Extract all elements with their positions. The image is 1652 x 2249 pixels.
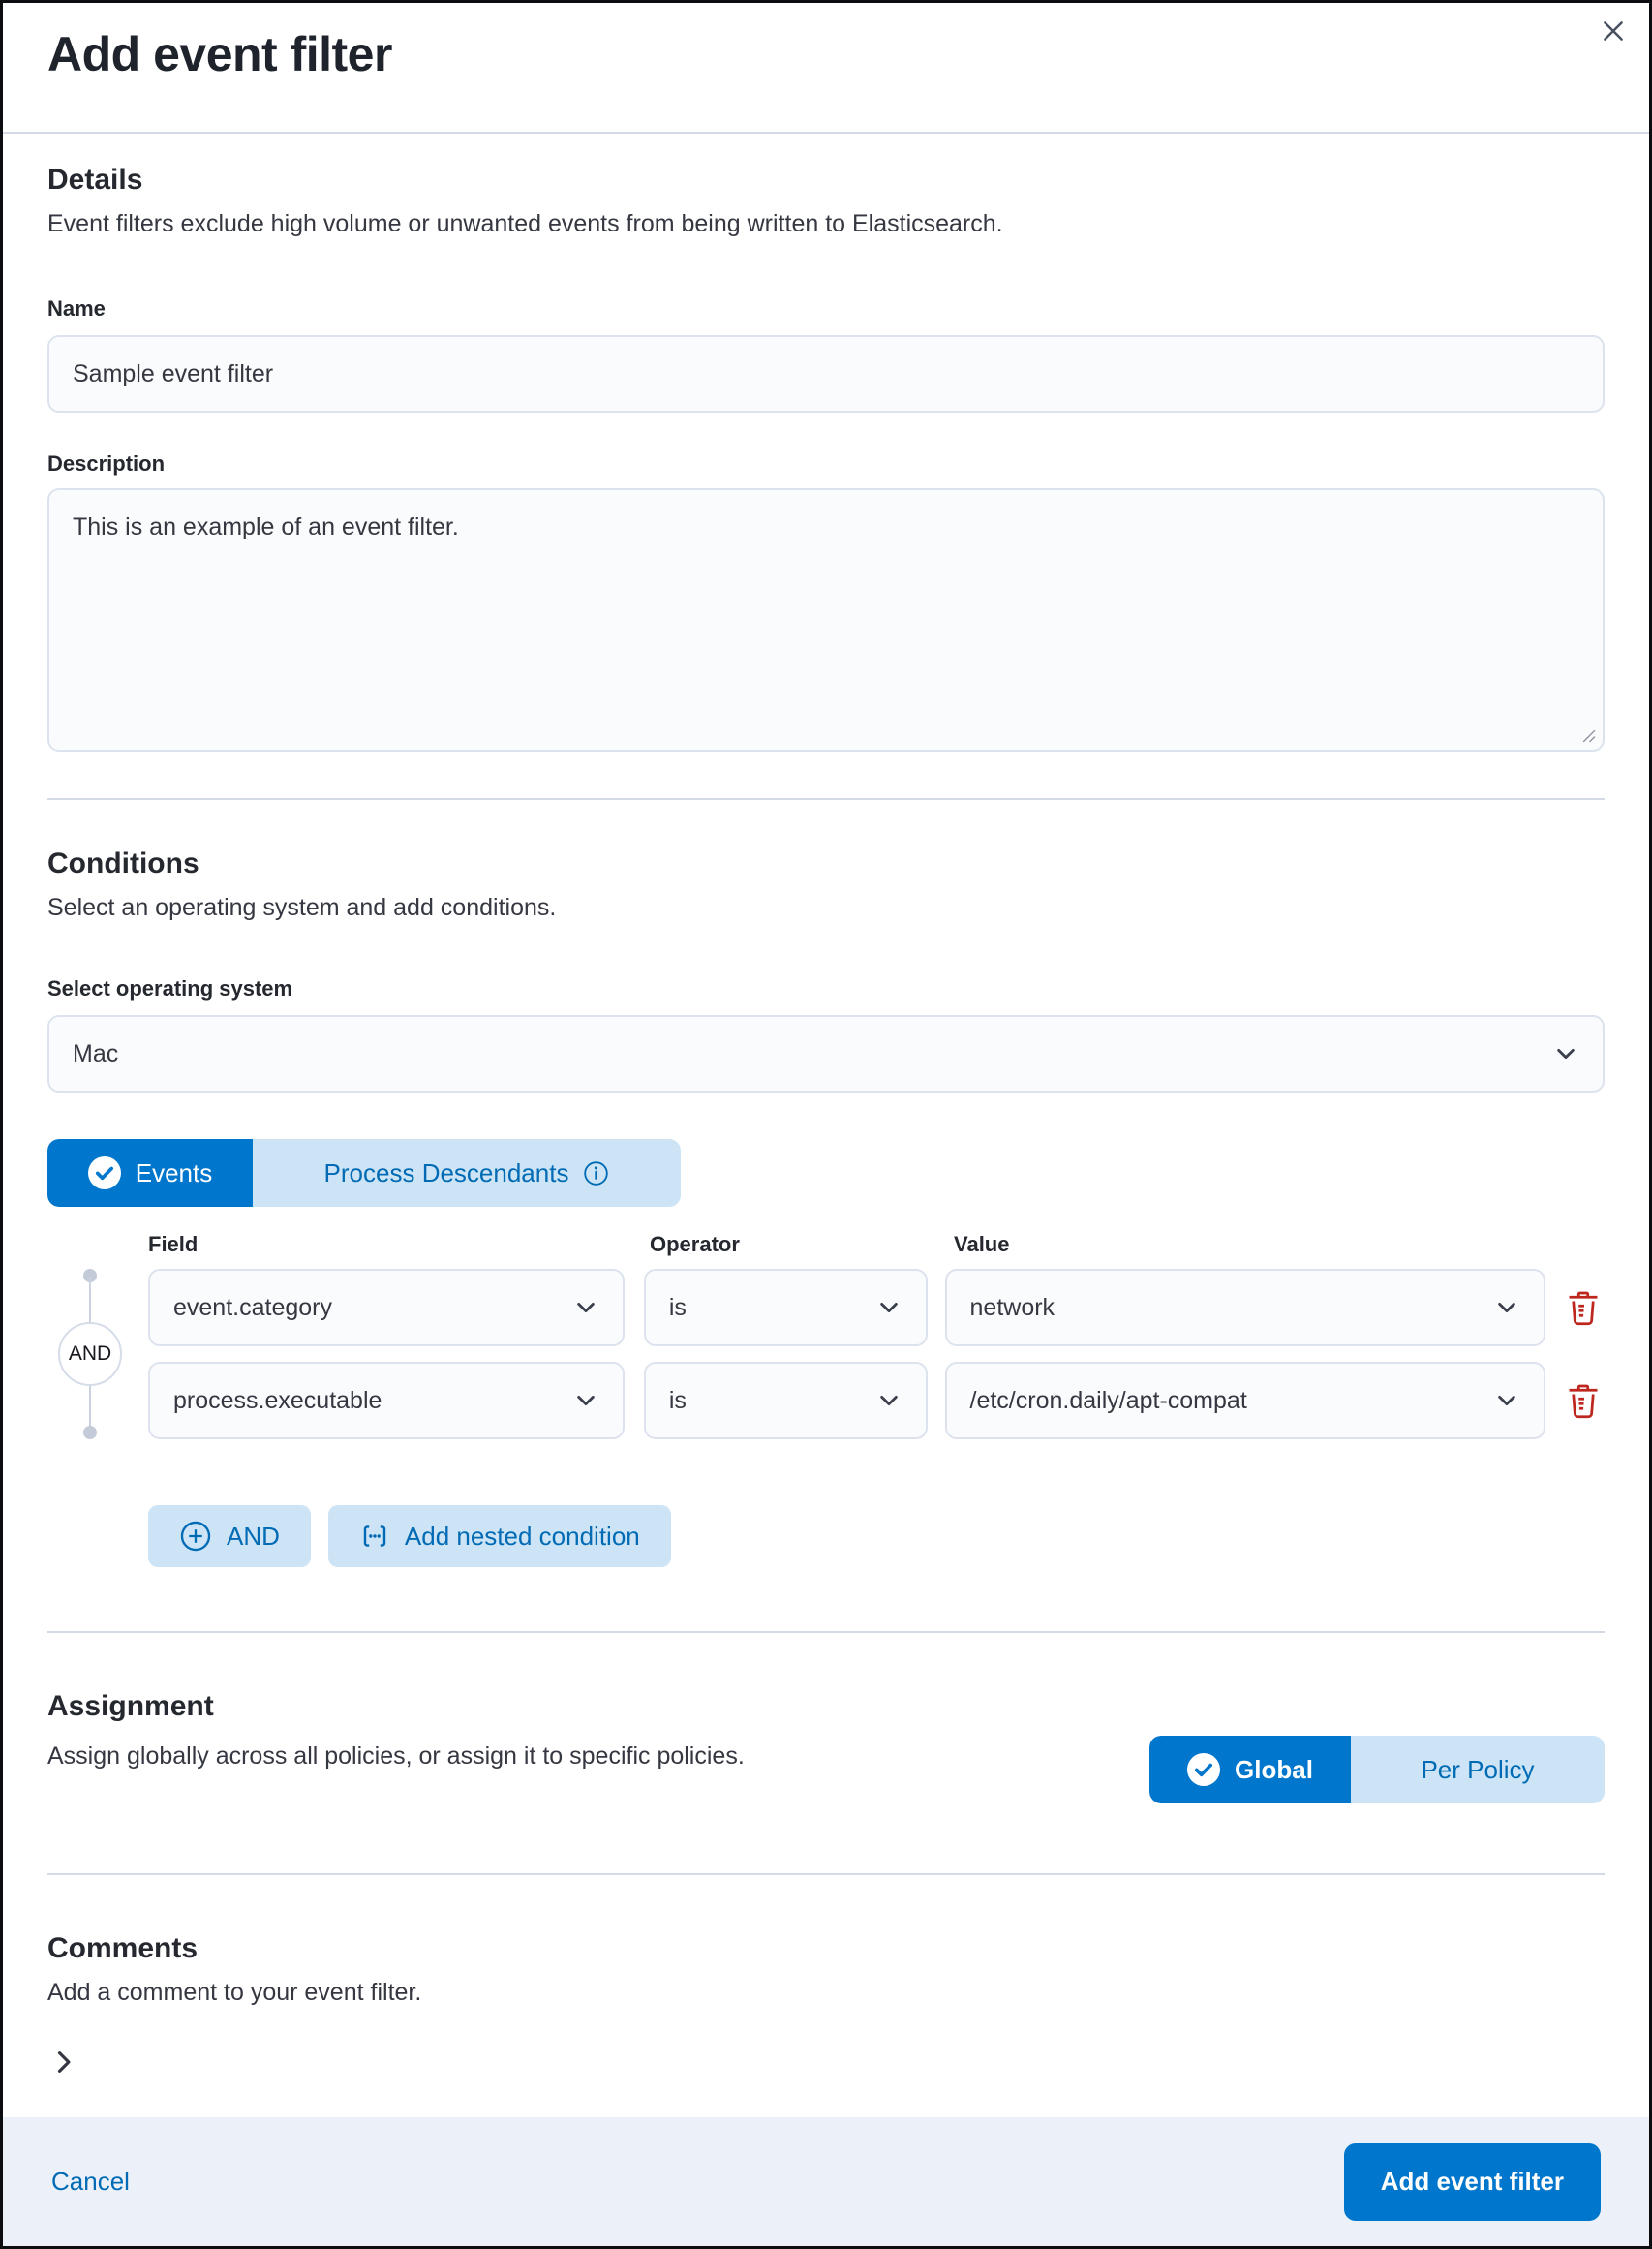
- comments-heading: Comments: [47, 1932, 199, 1964]
- description-label: Description: [47, 451, 166, 476]
- condition-row: process.executable is /etc/cron.daily/ap…: [148, 1362, 1605, 1439]
- value-select-value: network: [969, 1293, 1055, 1321]
- field-select[interactable]: event.category: [148, 1269, 625, 1346]
- chevron-down-icon: [577, 1395, 595, 1406]
- page-title: Add event filter: [47, 27, 392, 81]
- cancel-button[interactable]: Cancel: [51, 2167, 130, 2196]
- assignment-toggle: Global Per Policy: [1149, 1736, 1605, 1803]
- and-button[interactable]: AND: [148, 1505, 311, 1567]
- os-select-label: Select operating system: [47, 976, 293, 1001]
- value-select[interactable]: network: [944, 1269, 1545, 1346]
- value-column-label: Value: [954, 1232, 1010, 1256]
- assignment-heading: Assignment: [47, 1690, 214, 1722]
- name-label: Name: [47, 296, 106, 321]
- comments-subtitle: Add a comment to your event filter.: [47, 1979, 422, 2006]
- close-icon: [1604, 21, 1623, 41]
- condition-buttons: AND Add nested condition: [148, 1505, 1605, 1567]
- trash-icon: [1569, 1384, 1598, 1419]
- operator-column-label: Operator: [650, 1232, 740, 1256]
- delete-condition-button[interactable]: [1563, 1284, 1605, 1331]
- condition-type-tabs: Events Process Descendants: [47, 1139, 681, 1207]
- chevron-down-icon: [1497, 1395, 1515, 1406]
- and-button-label: AND: [227, 1521, 280, 1551]
- chevron-down-icon: [1557, 1048, 1575, 1060]
- toggle-global[interactable]: Global: [1149, 1736, 1351, 1803]
- tab-process-descendants[interactable]: Process Descendants: [253, 1139, 681, 1207]
- os-select-value: Mac: [73, 1039, 119, 1067]
- operator-select-value: is: [668, 1386, 687, 1414]
- toggle-per-policy[interactable]: Per Policy: [1351, 1736, 1605, 1803]
- field-select[interactable]: process.executable: [148, 1362, 625, 1439]
- divider: [47, 1873, 1605, 1875]
- condition-row: event.category is network: [148, 1269, 1605, 1346]
- tab-events-label: Events: [135, 1157, 213, 1187]
- toggle-global-label: Global: [1235, 1754, 1313, 1784]
- operator-select[interactable]: is: [643, 1362, 928, 1439]
- toggle-per-policy-label: Per Policy: [1421, 1754, 1535, 1784]
- value-select[interactable]: /etc/cron.daily/apt-compat: [944, 1362, 1545, 1439]
- description-textarea[interactable]: This is an example of an event filter.: [47, 488, 1605, 752]
- field-column-label: Field: [148, 1232, 199, 1256]
- os-select[interactable]: Mac: [47, 1015, 1605, 1093]
- comments-expand-button[interactable]: [47, 2046, 80, 2079]
- divider: [47, 1631, 1605, 1633]
- check-in-circle-icon: [87, 1156, 121, 1189]
- details-description: Event filters exclude high volume or unw…: [47, 210, 1003, 237]
- divider: [47, 798, 1605, 800]
- add-event-filter-button[interactable]: Add event filter: [1343, 2142, 1601, 2221]
- details-heading: Details: [47, 164, 143, 196]
- close-button[interactable]: [1591, 9, 1636, 53]
- and-connector-badge: AND: [58, 1322, 122, 1386]
- conditions-subtitle: Select an operating system and add condi…: [47, 894, 557, 921]
- tab-process-descendants-label: Process Descendants: [323, 1157, 569, 1187]
- tab-events[interactable]: Events: [47, 1139, 253, 1207]
- chevron-down-icon: [879, 1302, 898, 1313]
- name-input[interactable]: [47, 335, 1605, 413]
- chevron-down-icon: [879, 1395, 898, 1406]
- description-textarea-wrap: This is an example of an event filter.: [47, 488, 1605, 752]
- info-icon[interactable]: [583, 1160, 609, 1186]
- chevron-down-icon: [1497, 1302, 1515, 1313]
- field-select-value: event.category: [173, 1293, 332, 1321]
- operator-select[interactable]: is: [643, 1269, 928, 1346]
- assignment-subtitle: Assign globally across all policies, or …: [47, 1742, 745, 1770]
- chevron-right-icon: [57, 2051, 71, 2073]
- chevron-down-icon: [577, 1302, 595, 1313]
- operator-select-value: is: [668, 1293, 687, 1321]
- plus-in-circle-icon: [180, 1521, 211, 1552]
- trash-icon: [1569, 1291, 1598, 1326]
- flyout-body: Details Event filters exclude high volum…: [3, 163, 1649, 2079]
- conditions-heading: Conditions: [47, 847, 199, 879]
- check-in-circle-icon: [1187, 1753, 1221, 1786]
- delete-condition-button[interactable]: [1563, 1377, 1605, 1424]
- assignment-row: Assign globally across all policies, or …: [47, 1736, 1605, 1803]
- and-connector: AND: [47, 1269, 148, 1439]
- add-nested-condition-button[interactable]: Add nested condition: [327, 1505, 671, 1567]
- nested-icon: [363, 1525, 386, 1547]
- value-select-value: /etc/cron.daily/apt-compat: [969, 1386, 1247, 1414]
- field-select-value: process.executable: [173, 1386, 382, 1414]
- condition-rows: AND event.category is network: [47, 1269, 1605, 1439]
- add-nested-condition-label: Add nested condition: [404, 1521, 640, 1551]
- connector-dot: [83, 1426, 97, 1439]
- connector-dot: [83, 1269, 97, 1282]
- condition-column-labels: Field Operator Value: [47, 1232, 1605, 1257]
- flyout-header: Add event filter: [3, 3, 1649, 134]
- flyout-footer: Cancel Add event filter: [3, 2117, 1649, 2246]
